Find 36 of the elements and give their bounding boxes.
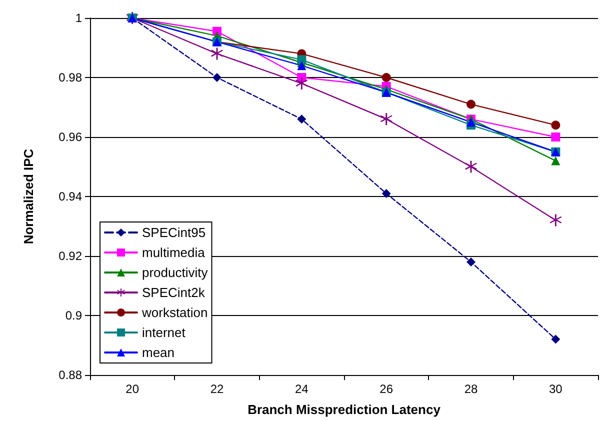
point — [466, 257, 476, 266]
point — [551, 156, 560, 166]
point — [380, 113, 392, 126]
x-tick-label: 20 — [126, 382, 140, 396]
legend-label: mean — [142, 345, 175, 360]
legend-label: multimedia — [142, 245, 206, 260]
y-tick-label: 1 — [75, 11, 82, 25]
y-tick-label: 0.98 — [58, 70, 82, 84]
y-tick-label: 0.92 — [58, 249, 82, 263]
point — [550, 214, 562, 226]
x-tick-label: 30 — [548, 382, 563, 396]
point — [551, 334, 560, 344]
y-tick-label: 0.88 — [58, 368, 82, 382]
point — [297, 114, 306, 124]
point — [466, 100, 476, 109]
point — [551, 132, 560, 142]
x-tick-label: 26 — [380, 382, 394, 396]
x-tick-label: 24 — [294, 382, 309, 396]
legend-label: workstation — [141, 305, 208, 320]
y-tick-label: 0.94 — [58, 190, 82, 204]
y-tick-label: 0.9 — [65, 308, 82, 322]
legend-label: SPECint2k — [142, 285, 206, 300]
point — [551, 120, 560, 130]
y-tick-label: 0.96 — [58, 130, 82, 144]
x-axis-title: Branch Missprediction Latency — [248, 402, 442, 417]
point — [296, 77, 308, 90]
y-axis-title: Normalized IPC — [21, 148, 36, 244]
x-tick-label: 22 — [210, 382, 224, 396]
point — [382, 73, 391, 82]
x-tick-label: 28 — [464, 382, 478, 396]
legend-label: SPECint95 — [142, 225, 206, 240]
point — [212, 73, 222, 82]
legend-label: internet — [142, 325, 186, 340]
legend-label: productivity — [142, 265, 208, 280]
point — [211, 48, 223, 60]
point — [382, 189, 391, 198]
